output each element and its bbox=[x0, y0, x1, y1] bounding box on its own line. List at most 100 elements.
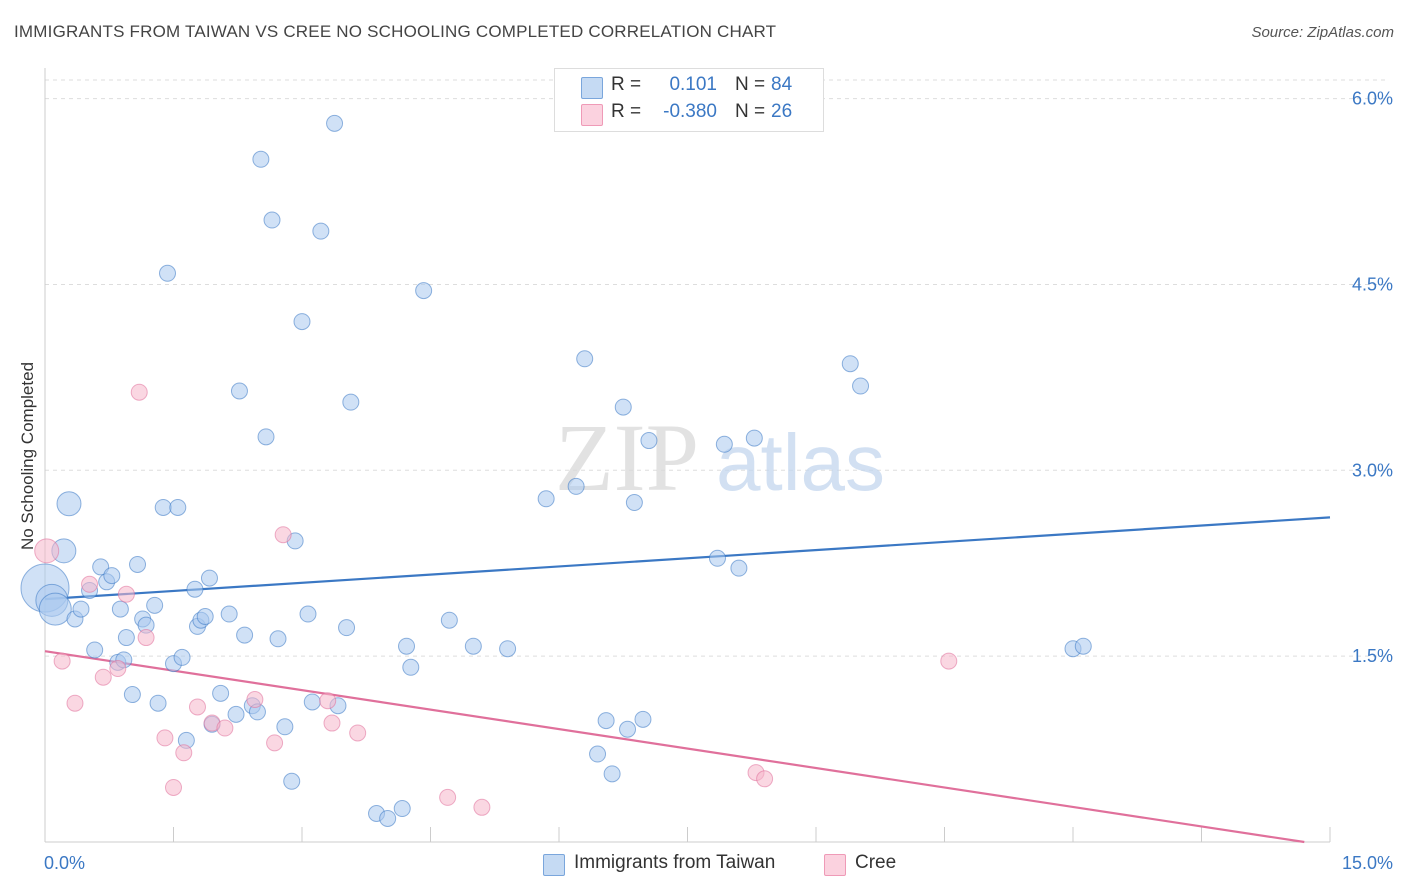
cree-point bbox=[439, 788, 457, 806]
cree-point bbox=[349, 724, 367, 742]
taiwan-point bbox=[379, 809, 397, 827]
series-legend: Immigrants from Taiwan Cree bbox=[0, 852, 1406, 878]
taiwan-point bbox=[169, 498, 187, 516]
cree-point bbox=[266, 734, 284, 752]
taiwan-point bbox=[227, 705, 245, 723]
taiwan-point bbox=[230, 382, 248, 400]
legend-r-value: -0.380 bbox=[663, 101, 717, 122]
taiwan-point bbox=[56, 491, 82, 517]
taiwan-point bbox=[537, 490, 555, 508]
legend-r-label: R = bbox=[611, 74, 642, 95]
taiwan-point bbox=[393, 800, 411, 818]
tick-labels: 1.5% 3.0% 4.5% 6.0% 0.0% 15.0% bbox=[44, 89, 1393, 873]
taiwan-point bbox=[38, 592, 72, 626]
x-tick-label-max: 15.0% bbox=[1342, 853, 1393, 873]
taiwan-point bbox=[597, 712, 615, 730]
grid-lines bbox=[45, 79, 1385, 657]
taiwan-point bbox=[159, 264, 177, 282]
taiwan-point bbox=[589, 745, 607, 763]
taiwan-point bbox=[625, 494, 643, 512]
taiwan-point bbox=[111, 600, 129, 618]
taiwan-point bbox=[276, 718, 294, 736]
cree-point bbox=[274, 526, 292, 544]
taiwan-point bbox=[257, 428, 275, 446]
taiwan-point bbox=[92, 558, 110, 576]
legend-swatch-cree bbox=[824, 854, 846, 876]
cree-point bbox=[473, 798, 491, 816]
taiwan-point bbox=[464, 637, 482, 655]
watermark-atlas: atlas bbox=[716, 418, 885, 507]
taiwan-point bbox=[326, 114, 344, 132]
taiwan-point bbox=[293, 313, 311, 331]
cree-point bbox=[175, 744, 193, 762]
taiwan-point bbox=[86, 641, 104, 659]
legend-r-value: 0.101 bbox=[669, 74, 717, 95]
taiwan-point bbox=[402, 658, 420, 676]
taiwan-trend-line bbox=[44, 516, 1331, 601]
taiwan-point bbox=[123, 686, 141, 704]
legend-label-cree: Cree bbox=[855, 852, 897, 873]
taiwan-point bbox=[283, 772, 301, 790]
taiwan-point bbox=[186, 580, 204, 598]
cree-point bbox=[940, 652, 958, 670]
chart-title: IMMIGRANTS FROM TAIWAN VS CREE NO SCHOOL… bbox=[14, 22, 777, 41]
taiwan-point bbox=[708, 549, 726, 567]
data-points bbox=[20, 114, 1092, 827]
trend-lines bbox=[44, 516, 1331, 844]
taiwan-point bbox=[398, 637, 416, 655]
legend-r-label: R = bbox=[611, 101, 642, 122]
taiwan-point bbox=[342, 393, 360, 411]
x-tick-label-min: 0.0% bbox=[44, 853, 85, 873]
axes bbox=[44, 68, 1331, 843]
legend-n-value: 84 bbox=[771, 74, 793, 95]
legend-n-label: N = bbox=[735, 74, 766, 95]
taiwan-point bbox=[440, 611, 458, 629]
taiwan-point bbox=[1074, 637, 1092, 655]
y-tick-label: 3.0% bbox=[1352, 460, 1393, 480]
taiwan-point bbox=[745, 429, 763, 447]
cree-point bbox=[117, 585, 135, 603]
cree-point bbox=[156, 729, 174, 747]
taiwan-point bbox=[619, 720, 637, 738]
taiwan-point bbox=[614, 398, 632, 416]
y-tick-label: 4.5% bbox=[1352, 274, 1393, 294]
cree-point bbox=[94, 668, 112, 686]
taiwan-point bbox=[841, 355, 859, 373]
taiwan-point bbox=[103, 567, 121, 585]
taiwan-point bbox=[499, 640, 517, 658]
taiwan-point bbox=[252, 150, 270, 168]
taiwan-point bbox=[303, 693, 321, 711]
cree-point bbox=[319, 692, 337, 710]
legend-swatch-taiwan bbox=[543, 854, 565, 876]
watermark-zip: ZIP bbox=[555, 404, 699, 511]
taiwan-point bbox=[117, 629, 135, 647]
taiwan-point bbox=[149, 694, 167, 712]
legend-n-value: 26 bbox=[771, 101, 793, 122]
taiwan-point bbox=[730, 559, 748, 577]
taiwan-point bbox=[634, 710, 652, 728]
taiwan-point bbox=[852, 377, 870, 395]
cree-point bbox=[81, 575, 99, 593]
taiwan-point bbox=[263, 211, 281, 229]
cree-point bbox=[34, 538, 60, 564]
cree-point bbox=[216, 719, 234, 737]
cree-point bbox=[109, 660, 127, 678]
taiwan-point bbox=[212, 684, 230, 702]
taiwan-point bbox=[146, 596, 164, 614]
legend-n-label: N = bbox=[735, 101, 766, 122]
legend-swatch-cree bbox=[581, 104, 603, 126]
taiwan-point bbox=[567, 477, 585, 495]
cree-point bbox=[130, 383, 148, 401]
taiwan-point bbox=[269, 630, 287, 648]
cree-point bbox=[137, 629, 155, 647]
taiwan-point bbox=[129, 555, 147, 573]
cree-point bbox=[53, 652, 71, 670]
taiwan-point bbox=[236, 626, 254, 644]
source-credit: Source: ZipAtlas.com bbox=[1251, 24, 1394, 41]
taiwan-point bbox=[154, 498, 172, 516]
taiwan-point bbox=[196, 607, 214, 625]
taiwan-point bbox=[338, 619, 356, 637]
taiwan-point bbox=[576, 350, 594, 368]
y-tick-label: 6.0% bbox=[1352, 89, 1393, 109]
